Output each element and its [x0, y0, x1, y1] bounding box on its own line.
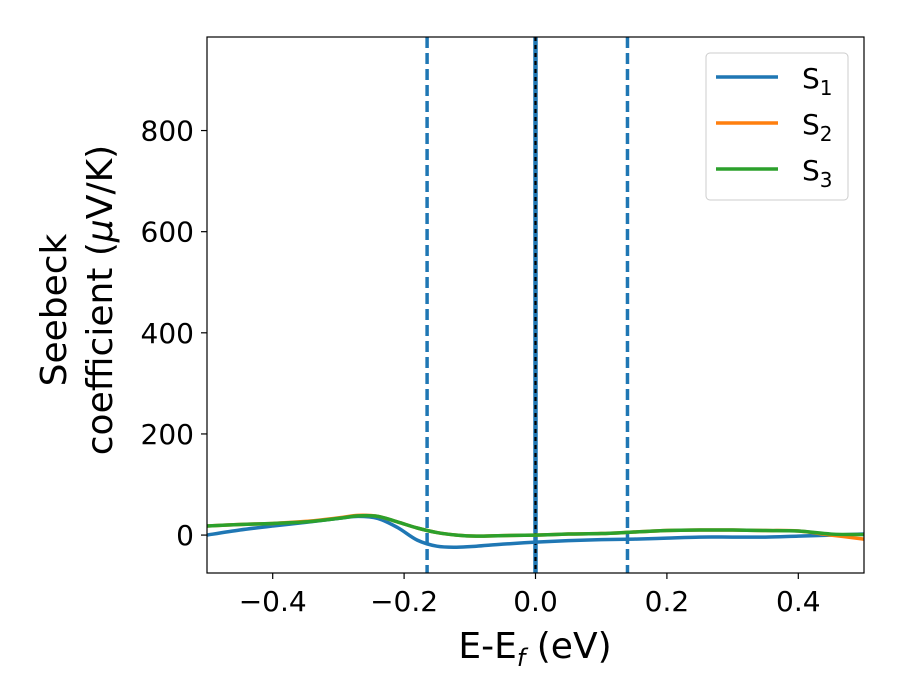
- legend-label-2: S2: [802, 108, 833, 146]
- y-axis-title-mu: μ: [80, 219, 121, 243]
- plot-area: [206, 36, 865, 574]
- y-tick-label: 0: [176, 519, 194, 552]
- x-tick-label: −0.2: [370, 585, 438, 618]
- x-tick-label: 0.4: [776, 585, 821, 618]
- x-tick-label: −0.4: [239, 585, 307, 618]
- y-tick-label: 800: [141, 115, 194, 148]
- y-axis-ticks: 0 200 400 600 800: [141, 115, 207, 552]
- legend-label-1: S1: [802, 62, 833, 100]
- y-axis-title-line2: coefficient (μV/K): [80, 145, 121, 455]
- series-lines: [206, 513, 865, 549]
- legend-box: [705, 52, 849, 201]
- x-axis-ticks: −0.4 −0.2 0.0 0.2 0.4: [239, 573, 821, 618]
- y-tick-label: 400: [141, 317, 194, 350]
- x-axis-title: E-Ef (eV): [458, 626, 611, 672]
- x-tick-label: 0.0: [513, 585, 558, 618]
- y-tick-label: 200: [141, 418, 194, 451]
- y-tick-label: 600: [141, 216, 194, 249]
- series-line-3: [206, 513, 865, 538]
- vertical-reference-lines: [425, 37, 630, 573]
- x-axis-title-unit: (eV): [525, 626, 611, 667]
- y-axis-title-line1: Seebeck: [34, 233, 75, 386]
- x-tick-label: 0.2: [645, 585, 690, 618]
- legend-label-3: S3: [802, 154, 833, 192]
- legend: S1 S2 S3: [705, 52, 849, 201]
